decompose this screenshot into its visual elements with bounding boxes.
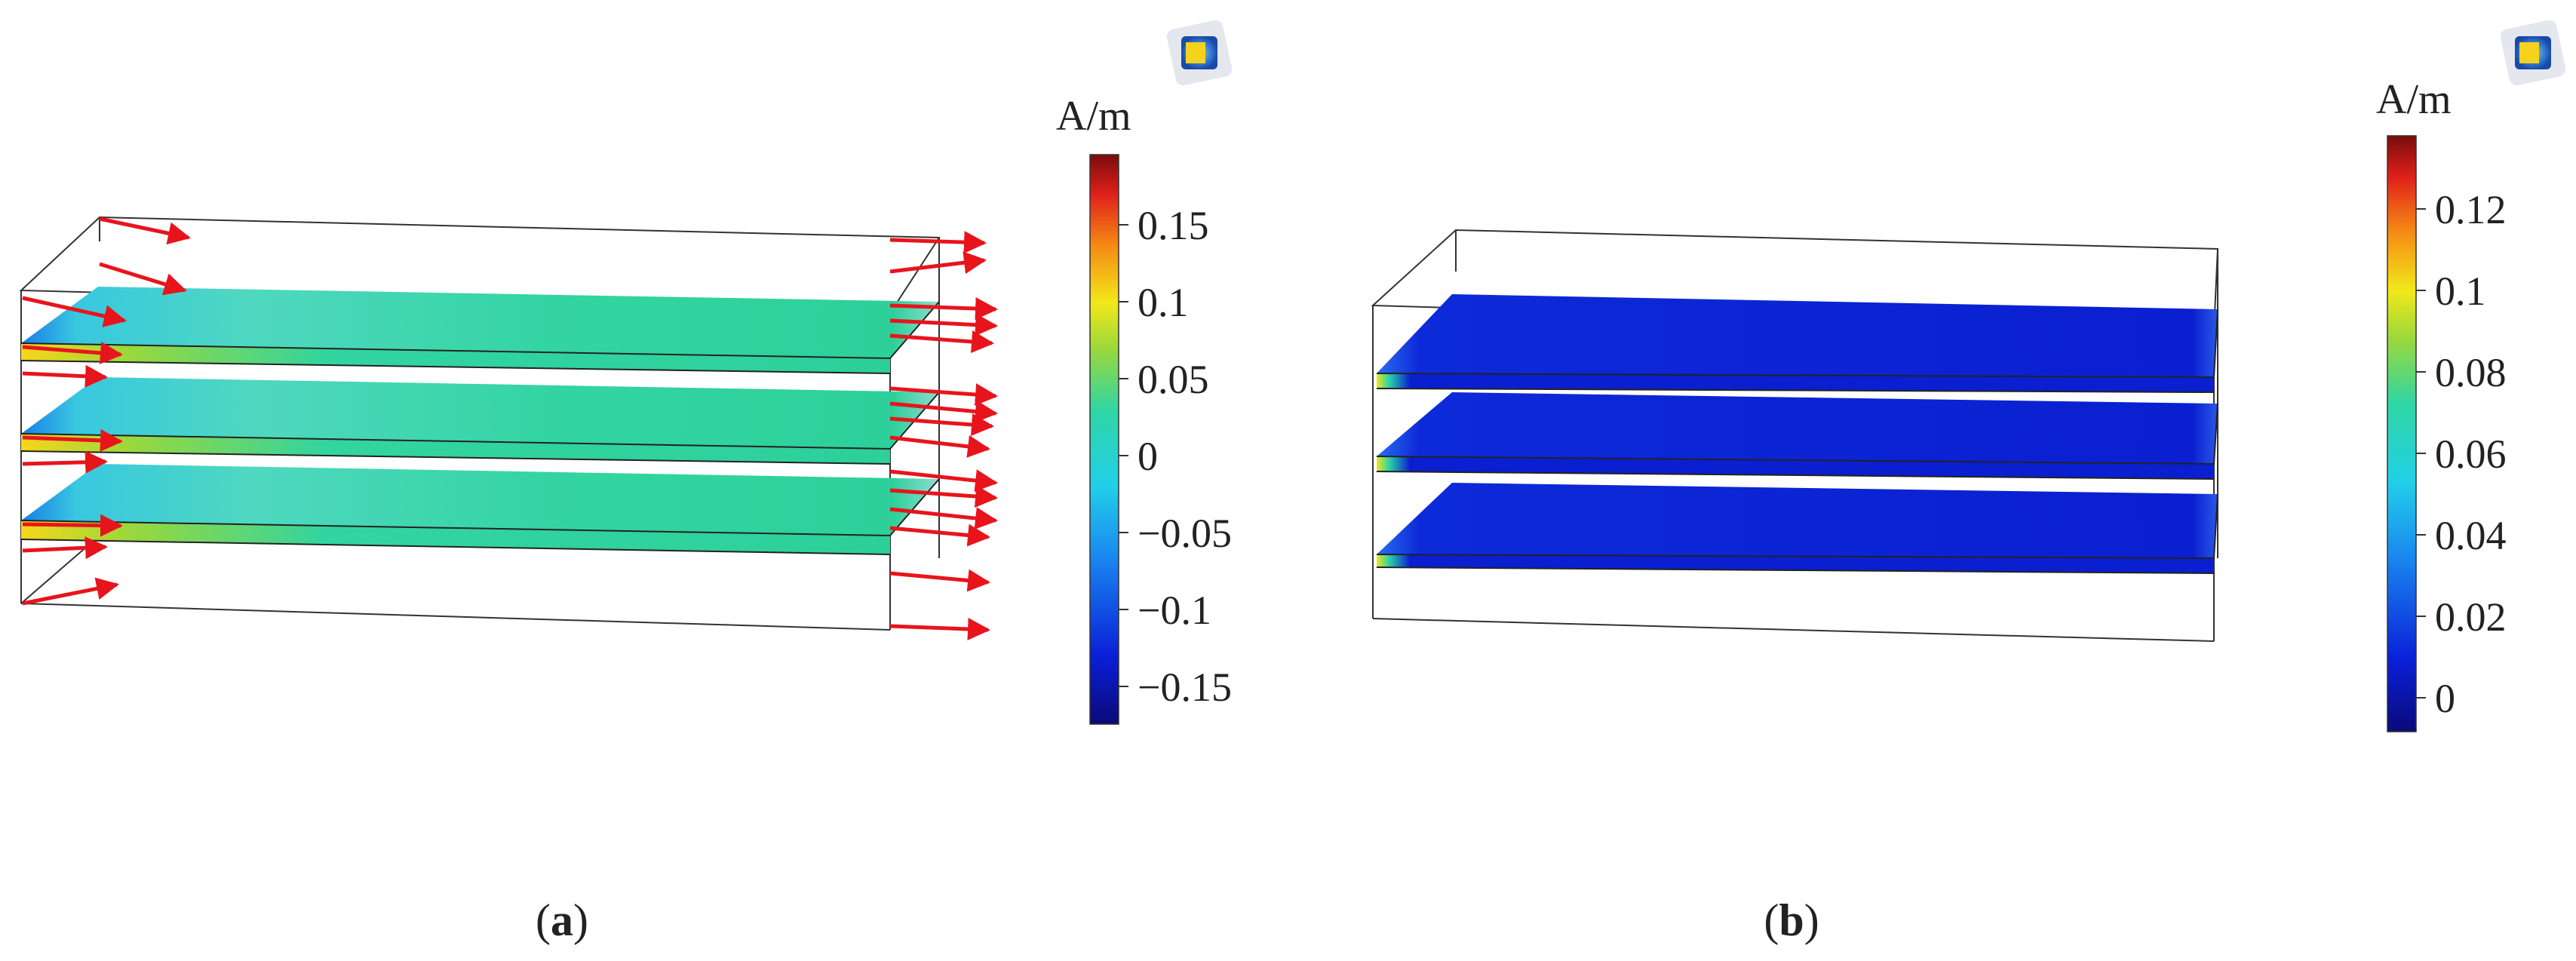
panel-b: A/m 0.12 0.1 0.08 0.06 0.04 0.02 0 (b) xyxy=(1371,20,2566,945)
panel-a-colorbar-unit: A/m xyxy=(1056,93,1131,140)
panel-a-tick-label: 0.1 xyxy=(1138,280,1189,325)
panel-a-tick-label: 0.15 xyxy=(1138,203,1209,248)
panel-b-colorbar-unit: A/m xyxy=(2376,76,2452,123)
panel-b-tick-label: 0.08 xyxy=(2435,350,2507,395)
panel-a: A/m 0.15 0.1 0.05 0 −0.05 −0.1 −0.15 xyxy=(19,20,1233,945)
app-logo-icon xyxy=(1166,20,1233,86)
panel-b-tick-label: 0.1 xyxy=(2435,269,2486,314)
panel-b-tick-label: 0.04 xyxy=(2435,513,2507,558)
panel-a-slab-2 xyxy=(20,377,940,465)
panel-b-tick-label: 0.06 xyxy=(2435,431,2507,477)
panel-b-slab-2 xyxy=(1376,392,2218,480)
panel-b-colorbar-ticks xyxy=(2416,208,2426,698)
panel-b-slab-1 xyxy=(1376,294,2218,393)
panel-a-caption: (a) xyxy=(536,895,588,945)
panel-a-tick-label: −0.15 xyxy=(1138,665,1232,710)
panel-a-tick-label: −0.05 xyxy=(1138,511,1232,556)
panel-b-caption: (b) xyxy=(1764,895,1819,945)
panel-b-slab-3 xyxy=(1376,483,2218,574)
panel-b-tick-label: 0 xyxy=(2435,676,2455,721)
panel-a-colorbar-ticks xyxy=(1119,224,1128,687)
panel-b-tick-label: 0.02 xyxy=(2435,594,2507,640)
panel-a-slab-1 xyxy=(20,287,940,374)
app-logo-icon xyxy=(2500,20,2566,86)
panel-a-field-arrows xyxy=(22,216,998,640)
panel-a-tick-label: 0 xyxy=(1138,434,1158,479)
panel-b-colorbar: A/m 0.12 0.1 0.08 0.06 0.04 0.02 0 xyxy=(2376,76,2507,732)
panel-a-tick-label: −0.1 xyxy=(1138,588,1211,633)
panel-a-colorbar: A/m 0.15 0.1 0.05 0 −0.05 −0.1 −0.15 xyxy=(1056,93,1232,725)
panel-a-slab-3 xyxy=(20,464,940,555)
panel-a-tick-label: 0.05 xyxy=(1138,357,1209,402)
panel-b-tick-label: 0.12 xyxy=(2435,187,2507,232)
